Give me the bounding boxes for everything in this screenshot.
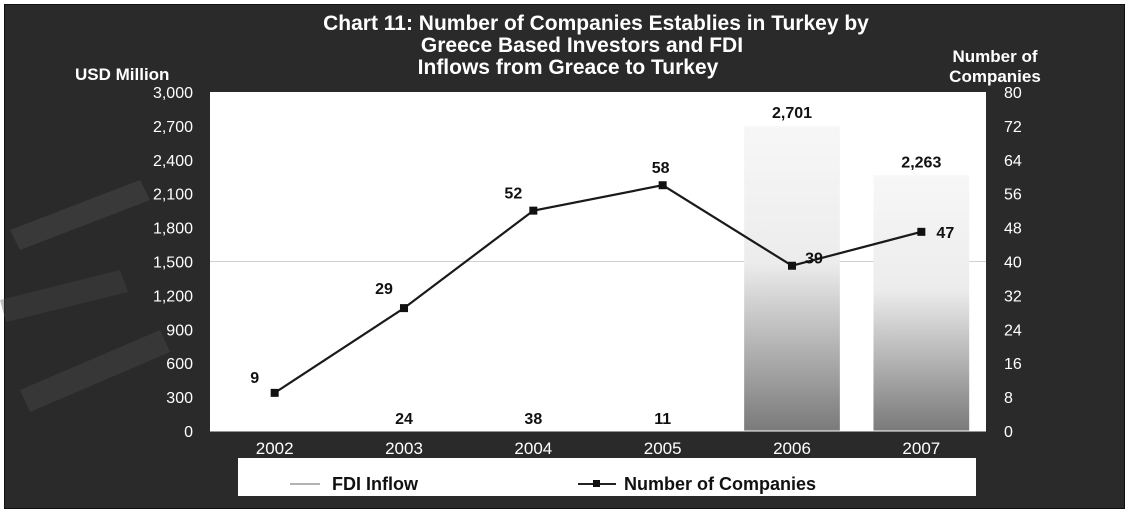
companies-marker — [658, 181, 667, 190]
companies-data-label: 39 — [805, 251, 823, 268]
right-tick-label: 32 — [1004, 288, 1022, 305]
fdi-bar — [873, 175, 970, 431]
x-tick-label: 2007 — [902, 439, 940, 458]
left-axis-label: USD Million — [75, 65, 169, 84]
companies-data-label: 47 — [936, 225, 954, 242]
companies-data-label: 29 — [375, 281, 393, 298]
right-tick-label: 16 — [1004, 356, 1022, 373]
background-decoration — [0, 180, 170, 412]
companies-marker — [270, 388, 279, 397]
right-axis-label-line-1: Number of — [953, 47, 1038, 66]
chart-title-line-1: Chart 11: Number of Companies Establies … — [323, 12, 869, 35]
left-tick-label: 1,800 — [153, 221, 193, 238]
left-tick-label: 2,100 — [153, 187, 193, 204]
right-tick-label: 24 — [1004, 322, 1022, 339]
right-tick-label: 64 — [1004, 153, 1022, 170]
right-axis-label-line-2: Companies — [949, 67, 1041, 86]
left-tick-label: 0 — [184, 424, 193, 441]
fdi-data-label: 2,701 — [772, 105, 812, 122]
left-tick-label: 2,400 — [153, 153, 193, 170]
chart-title-line-3: Inflows from Greace to Turkey — [418, 56, 719, 79]
legend-companies-marker — [593, 480, 600, 487]
companies-marker — [788, 261, 796, 270]
companies-data-label: 58 — [652, 160, 670, 177]
x-tick-label: 2004 — [514, 439, 552, 458]
left-tick-label: 1,200 — [153, 288, 193, 305]
right-tick-label: 8 — [1004, 390, 1013, 407]
chart-title-line-2: Greece Based Investors and FDI — [421, 34, 743, 57]
legend: FDI Inflow Number of Companies — [290, 474, 816, 494]
x-tick-label: 2005 — [644, 439, 682, 458]
x-tick-label: 2002 — [256, 439, 294, 458]
left-tick-label: 900 — [166, 322, 193, 339]
fdi-data-label: 11 — [654, 411, 671, 428]
x-tick-label: 2006 — [773, 439, 811, 458]
left-tick-label: 3,000 — [153, 85, 193, 102]
left-tick-label: 300 — [166, 390, 193, 407]
companies-data-label: 9 — [250, 370, 259, 387]
right-tick-label: 40 — [1004, 255, 1022, 272]
left-tick-label: 600 — [166, 356, 193, 373]
right-tick-label: 80 — [1004, 85, 1022, 102]
right-tick-label: 72 — [1004, 119, 1022, 136]
legend-box — [238, 458, 976, 496]
right-tick-label: 56 — [1004, 187, 1022, 204]
companies-marker — [529, 206, 538, 215]
companies-marker — [917, 227, 926, 236]
x-tick-label: 2003 — [385, 439, 423, 458]
left-tick-label: 2,700 — [153, 119, 193, 136]
left-tick-label: 1,500 — [153, 255, 193, 272]
right-tick-label: 48 — [1004, 221, 1022, 238]
companies-marker — [400, 304, 408, 313]
companies-data-label: 52 — [504, 186, 522, 203]
fdi-data-label: 2,263 — [901, 154, 941, 171]
companies-line — [274, 184, 922, 394]
fdi-data-label: 24 — [395, 411, 413, 428]
fdi-bar — [744, 125, 840, 432]
fdi-data-label: 38 — [524, 411, 542, 428]
legend-companies-label: Number of Companies — [624, 474, 816, 494]
right-tick-label: 0 — [1004, 424, 1013, 441]
legend-fdi-label: FDI Inflow — [332, 474, 419, 494]
